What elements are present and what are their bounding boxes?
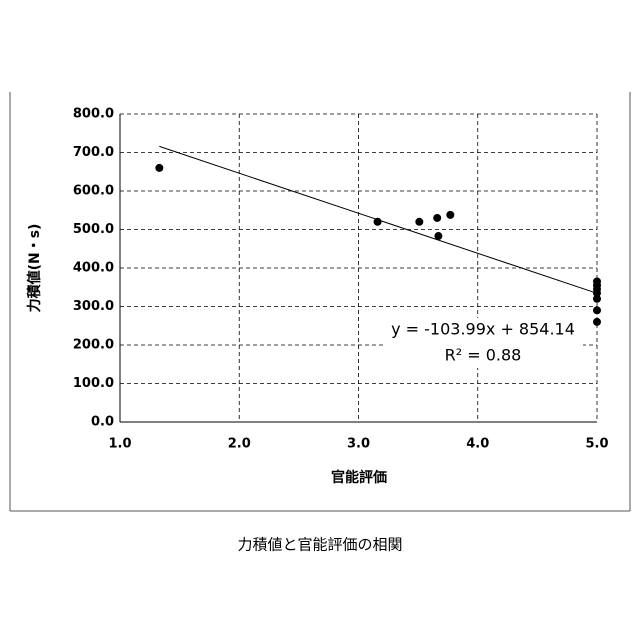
y-tick-label: 600.0 (73, 184, 114, 199)
y-tick-label: 0.0 (91, 415, 114, 430)
chart: 力積値(N・s) 官能評価 力積値と官能評価の相関 0.0 100.0 200.0 3… (0, 0, 640, 640)
trendline-r2: R² = 0.88 (445, 346, 522, 365)
x-tick-label: 4.0 (466, 437, 489, 452)
x-tick-label: 5.0 (585, 437, 608, 452)
x-tick-label: 1.0 (108, 437, 131, 452)
y-tick-label: 400.0 (73, 261, 114, 276)
data-point (434, 232, 442, 240)
data-point (593, 318, 601, 326)
data-point (593, 306, 601, 314)
y-tick-label: 300.0 (73, 299, 114, 314)
trendline-equation: y = -103.99x + 854.14 (391, 320, 575, 339)
data-point (446, 211, 454, 219)
x-tick-label: 3.0 (347, 437, 370, 452)
data-point (155, 164, 163, 172)
caption: 力積値と官能評価の相関 (237, 536, 402, 554)
data-point (374, 218, 382, 226)
y-tick-label: 800.0 (73, 107, 114, 122)
y-tick-label: 500.0 (73, 222, 114, 237)
y-tick-label: 200.0 (73, 338, 114, 353)
x-axis-label: 官能評価 (331, 469, 387, 486)
data-point (433, 214, 441, 222)
x-tick-label: 2.0 (228, 437, 251, 452)
data-point (593, 295, 601, 303)
y-axis-label: 力積値(N・s) (26, 224, 43, 313)
y-tick-label: 700.0 (73, 145, 114, 160)
data-point (415, 218, 423, 226)
y-tick-label: 100.0 (73, 376, 114, 391)
